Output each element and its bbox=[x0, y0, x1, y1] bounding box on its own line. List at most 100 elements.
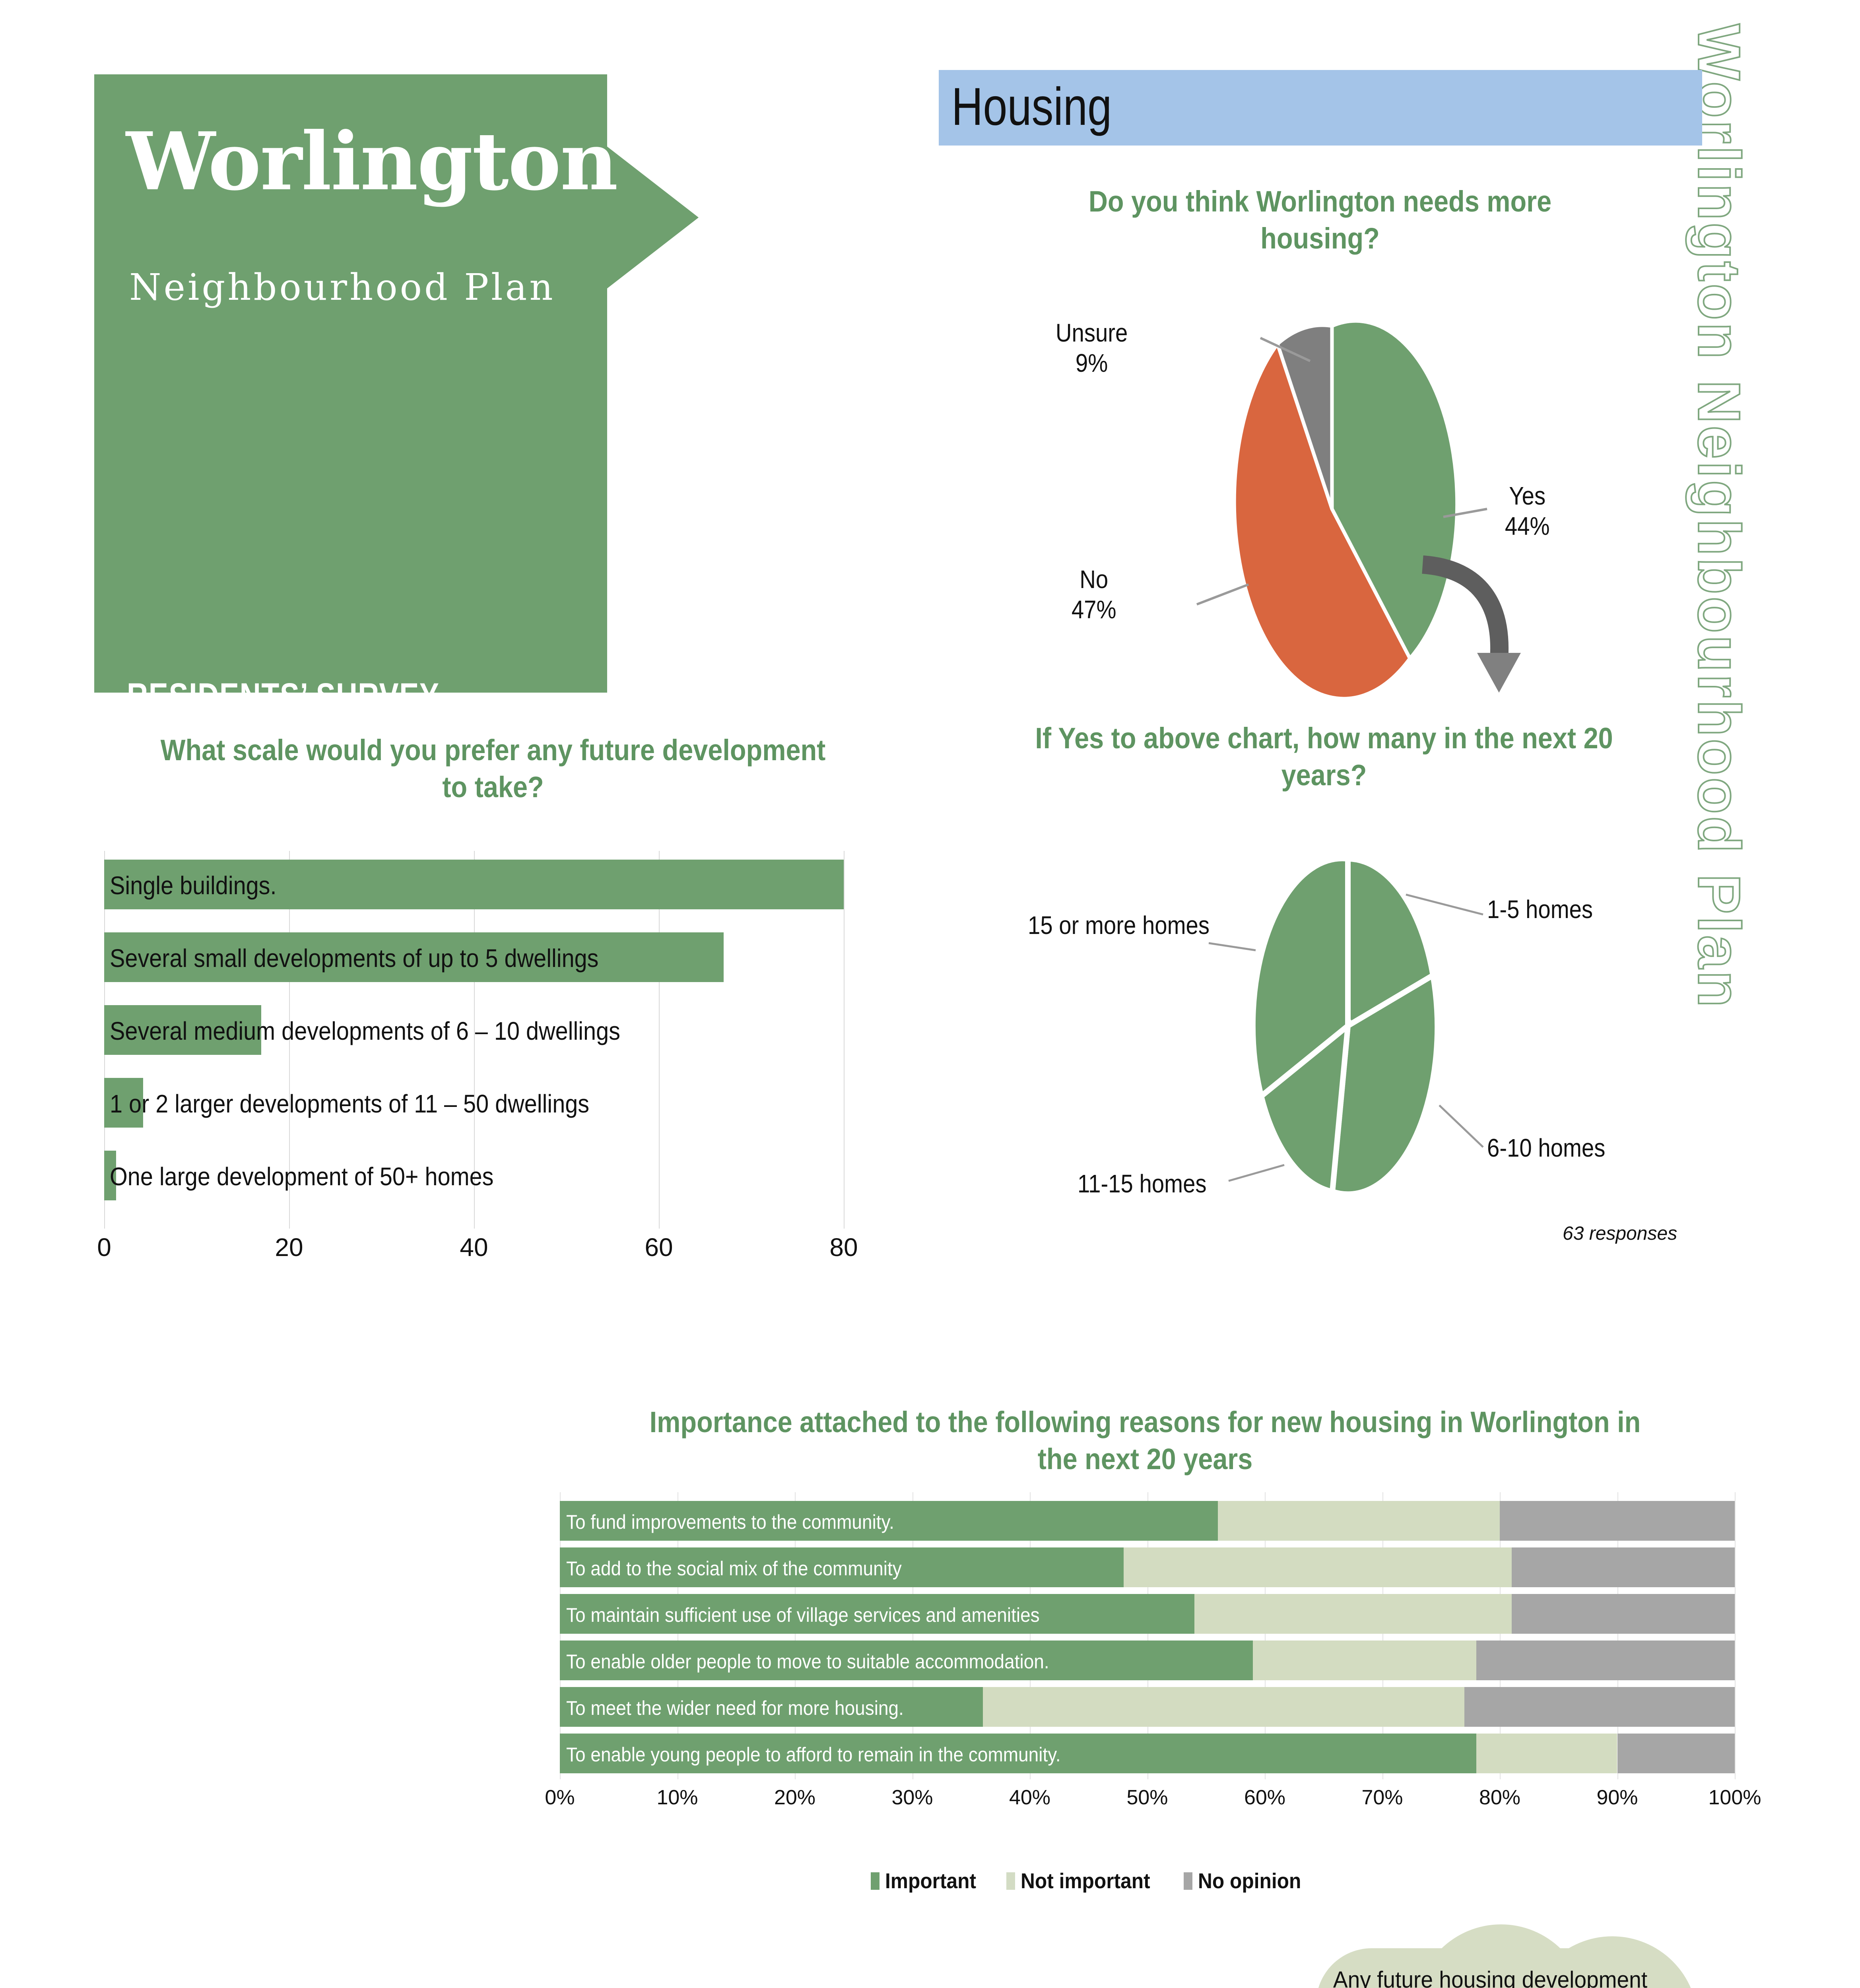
leader-line-unsure bbox=[1260, 337, 1311, 362]
xtick-10: 10% bbox=[656, 1786, 698, 1809]
stacked-row-label: To fund improvements to the community. bbox=[566, 1511, 894, 1533]
xtick-80: 80 bbox=[829, 1233, 858, 1262]
gridline-70 bbox=[1382, 1492, 1383, 1779]
xtick-40: 40% bbox=[1009, 1786, 1051, 1809]
stacked-row: To enable young people to afford to rema… bbox=[560, 1734, 1735, 1773]
curved-arrow-body bbox=[1422, 555, 1509, 661]
segment-not-important bbox=[1124, 1547, 1512, 1587]
stacked-bar-chart-importance-reasons: To fund improvements to the community. T… bbox=[545, 1492, 1761, 1809]
gridline-0 bbox=[560, 1492, 561, 1779]
pie-slice-11-15-homes bbox=[1258, 1019, 1351, 1195]
segment-important bbox=[560, 1640, 1253, 1680]
pie-label-15-or-more-homes: 15 or more homes bbox=[1028, 911, 1210, 940]
vertical-side-title-text: Worlington Neighbourhood Plan bbox=[1685, 23, 1753, 1010]
stacked-row-label: To enable older people to move to suitab… bbox=[566, 1650, 1049, 1673]
legend-swatch-not-important bbox=[1006, 1872, 1015, 1890]
curved-arrow-head bbox=[1477, 653, 1521, 693]
pie-label-1-5-homes: 1-5 homes bbox=[1487, 895, 1593, 924]
xtick-30: 30% bbox=[891, 1786, 933, 1809]
segment-not-important bbox=[1253, 1640, 1476, 1680]
bar-several-small bbox=[104, 932, 724, 982]
bar-label: Several medium developments of 6 – 10 dw… bbox=[110, 1017, 620, 1045]
pie-label-6-10-homes: 6-10 homes bbox=[1487, 1134, 1606, 1162]
pie-label-no: No 47% bbox=[1071, 565, 1116, 624]
legend-swatch-important bbox=[871, 1872, 880, 1890]
pie-label-unsure: Unsure 9% bbox=[1055, 318, 1128, 377]
legend-importance-reasons: Important Not important No opinion bbox=[871, 1869, 1310, 1893]
bar-label: 1 or 2 larger developments of 11 – 50 dw… bbox=[110, 1089, 590, 1118]
segment-no-opinion bbox=[1617, 1734, 1735, 1773]
gridline-80 bbox=[844, 851, 845, 1229]
xtick-60: 60 bbox=[645, 1233, 673, 1262]
leader-line-no bbox=[1196, 583, 1249, 606]
leader-line-yes bbox=[1443, 508, 1487, 518]
plan-title: Worlington bbox=[126, 115, 618, 208]
xtick-0: 0% bbox=[545, 1786, 575, 1809]
chart-title-importance-reasons: Importance attached to the following rea… bbox=[649, 1406, 1641, 1476]
stacked-row: To meet the wider need for more housing. bbox=[560, 1687, 1735, 1727]
plan-subtitle: Neighbourhood Plan bbox=[129, 266, 555, 309]
segment-no-opinion bbox=[1511, 1594, 1735, 1634]
bar-label: Single buildings. bbox=[110, 871, 277, 900]
stacked-row: To fund improvements to the community. bbox=[560, 1501, 1735, 1541]
stacked-row-label: To enable young people to afford to rema… bbox=[566, 1743, 1061, 1766]
segment-important bbox=[560, 1501, 1218, 1541]
segment-no-opinion bbox=[1464, 1687, 1735, 1727]
chart-title-needs-more-housing: Do you think Worlington needs more housi… bbox=[1088, 185, 1552, 255]
chart-title-how-many-homes: If Yes to above chart, how many in the n… bbox=[1035, 722, 1613, 792]
pie-chart-needs-more-housing: Unsure 9% Yes 44% No 47% bbox=[1056, 310, 1550, 708]
xtick-20: 20 bbox=[275, 1233, 303, 1262]
pie-slice-1-5-homes bbox=[1345, 856, 1436, 1031]
legend-label-not-important: Not important bbox=[1021, 1869, 1150, 1893]
gridline-40 bbox=[1030, 1492, 1031, 1779]
gridline-20 bbox=[795, 1492, 796, 1779]
banner-body bbox=[94, 74, 607, 693]
legend-item-no-opinion: No opinion bbox=[1183, 1869, 1310, 1893]
legend-item-not-important: Not important bbox=[1006, 1869, 1161, 1893]
xtick-50: 50% bbox=[1126, 1786, 1168, 1809]
callout-cloud bbox=[1264, 1924, 1714, 1988]
segment-important bbox=[560, 1734, 1476, 1773]
stacked-row-label: To maintain sufficient use of village se… bbox=[566, 1604, 1040, 1626]
segment-important bbox=[560, 1594, 1194, 1634]
segment-no-opinion bbox=[1500, 1501, 1735, 1541]
stacked-row: To maintain sufficient use of village se… bbox=[560, 1594, 1735, 1634]
segment-no-opinion bbox=[1511, 1547, 1735, 1587]
gridline-90 bbox=[1617, 1492, 1618, 1779]
gridline-100 bbox=[1735, 1492, 1736, 1779]
xtick-70: 70% bbox=[1361, 1786, 1403, 1809]
xtick-90: 90% bbox=[1596, 1786, 1638, 1809]
gridline-60 bbox=[1265, 1492, 1266, 1779]
xtick-20: 20% bbox=[774, 1786, 816, 1809]
residents-survey-label: RESIDENTS’ SURVEY bbox=[127, 676, 440, 716]
bar-one-large bbox=[104, 1151, 116, 1200]
gridline-50 bbox=[1147, 1492, 1148, 1779]
masthead-banner: Worlington Neighbourhood Plan RESIDENTS’… bbox=[94, 74, 699, 716]
gridline-40 bbox=[474, 851, 475, 1229]
bar-one-or-two-larger bbox=[104, 1078, 143, 1128]
cloud-core bbox=[1316, 1948, 1666, 1988]
segment-important bbox=[560, 1687, 983, 1727]
leader-line-11-15-homes bbox=[1228, 1164, 1285, 1182]
bar-label: Several small developments of up to 5 dw… bbox=[110, 944, 599, 973]
bar-label: One large development of 50+ homes bbox=[110, 1162, 494, 1191]
stacked-row: To enable older people to move to suitab… bbox=[560, 1640, 1735, 1680]
legend-swatch-no-opinion bbox=[1183, 1872, 1192, 1890]
chart-title-design-principles: What principles should identify the desi… bbox=[176, 1984, 1188, 1988]
pie-slice-yes bbox=[1330, 319, 1459, 662]
banner-arrow-point bbox=[606, 146, 699, 289]
xtick-0: 0 bbox=[97, 1233, 111, 1262]
bar-single-buildings bbox=[104, 860, 844, 909]
bar-several-medium bbox=[104, 1005, 261, 1055]
segment-not-important bbox=[982, 1687, 1465, 1727]
segment-not-important bbox=[1194, 1594, 1512, 1634]
pie-slice-unsure bbox=[1275, 323, 1334, 510]
pie-slice-15-or-more-homes bbox=[1250, 856, 1351, 1101]
stacked-row: To add to the social mix of the communit… bbox=[560, 1547, 1735, 1587]
leader-line-1-5-homes bbox=[1406, 893, 1483, 916]
pie-slice-6-10-homes bbox=[1329, 971, 1441, 1197]
stacked-row-label: To add to the social mix of the communit… bbox=[566, 1557, 902, 1580]
legend-label-no-opinion: No opinion bbox=[1198, 1869, 1301, 1893]
segment-no-opinion bbox=[1476, 1640, 1735, 1680]
pie-slice-no bbox=[1232, 340, 1412, 701]
